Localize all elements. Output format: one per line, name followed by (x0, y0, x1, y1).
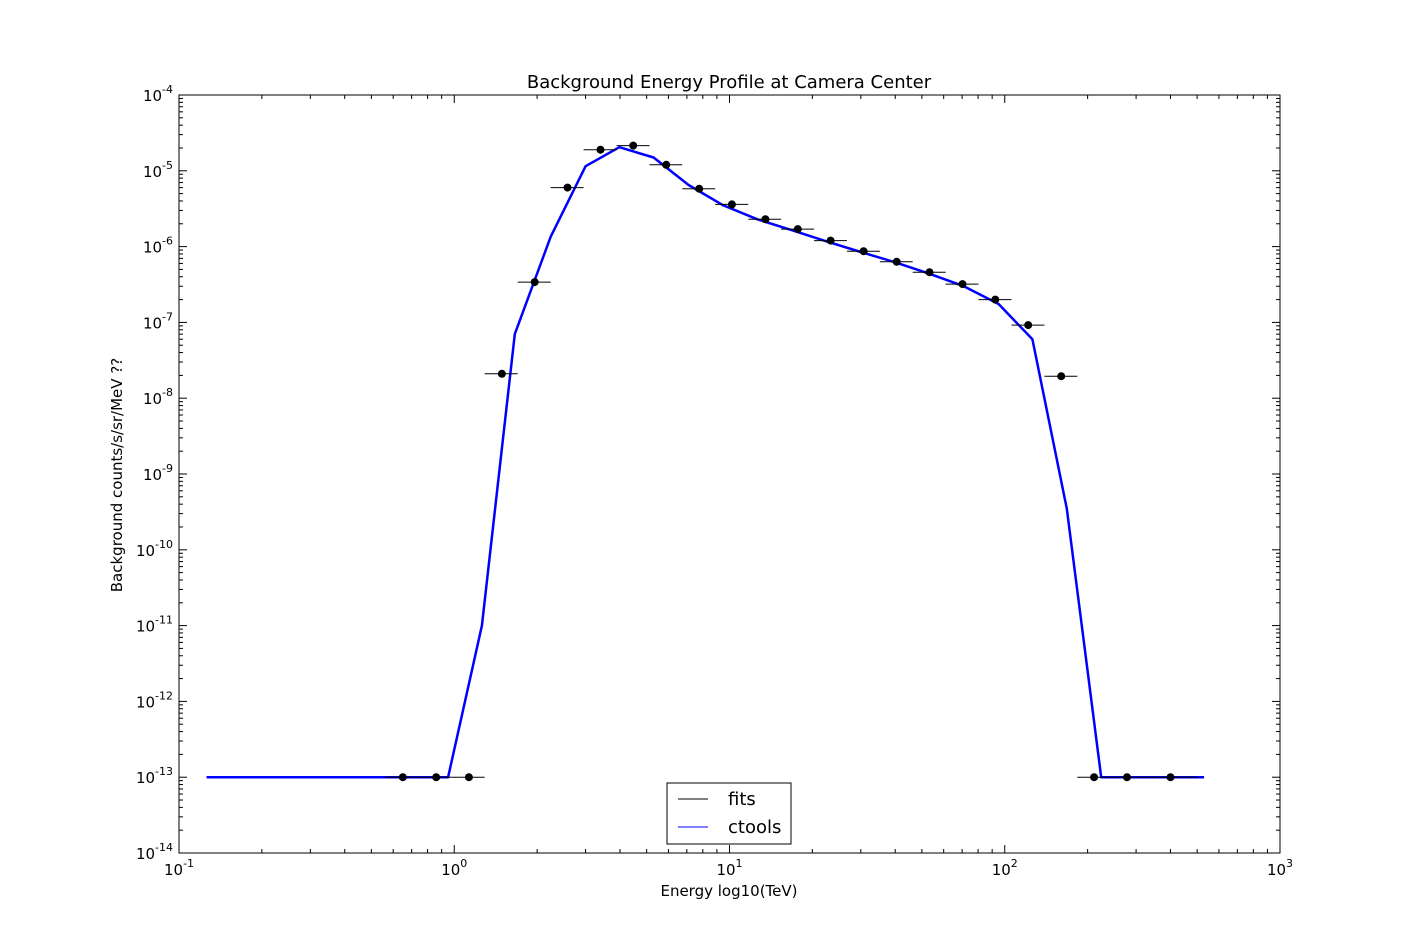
x-tick-labels: 10-1 100 101 102 103 (164, 857, 1293, 879)
y-tick-label: 10-7 (143, 310, 173, 332)
legend-ctools-label: ctools (728, 817, 781, 838)
x-tick-label: 10-1 (164, 857, 194, 879)
y-tick-labels: 10-14 10-13 10-12 10-11 10-10 10-9 10-8 10-7 10-… (136, 83, 173, 863)
y-tick-label: 10-8 (143, 386, 173, 408)
fits-point-21 (1090, 773, 1099, 782)
fits-point-18 (991, 295, 1000, 304)
fits-point-12 (793, 225, 802, 234)
fits-point-6 (596, 145, 605, 154)
fits-point-14 (859, 247, 868, 256)
fits-point-13 (826, 236, 835, 245)
y-tick-label: 10-4 (143, 83, 173, 105)
y-tick-label: 10-14 (136, 841, 173, 863)
fits-point-0 (398, 773, 407, 782)
chart-title: Background Energy Profile at Camera Cent… (527, 72, 932, 93)
y-tick-label: 10-12 (136, 689, 173, 711)
y-tick-label: 10-6 (143, 235, 173, 257)
x-tick-label: 102 (992, 857, 1018, 879)
fits-point-15 (892, 257, 901, 266)
x-tick-label: 100 (441, 857, 467, 879)
fits-point-11 (761, 215, 770, 224)
fits-point-4 (530, 278, 539, 287)
ctools-series (206, 145, 1205, 779)
plot-area: 10-1 100 101 102 103 10-1410-1310-1210-1110-… (136, 83, 1293, 879)
legend: fits ctools (666, 782, 792, 845)
fits-point-22 (1123, 773, 1131, 782)
fits-point-1 (432, 773, 441, 782)
ctools-line (206, 145, 1205, 779)
fits-point-2 (464, 773, 473, 782)
fits-point-17 (958, 280, 967, 289)
fits-point-23 (1166, 773, 1175, 782)
x-axis-label: Energy log10(TeV) (660, 882, 797, 900)
y-tick-label: 10-10 (136, 538, 173, 560)
legend-box (666, 782, 792, 845)
y-tick-label: 10-5 (143, 159, 173, 181)
x-tick-label: 101 (716, 857, 742, 879)
fits-point-9 (695, 184, 704, 193)
y-tick-label: 10-13 (136, 765, 173, 787)
fits-point-3 (497, 369, 506, 378)
y-tick-label: 10-11 (136, 614, 173, 636)
fits-point-10 (727, 200, 736, 209)
fits-point-7 (629, 141, 638, 150)
fits-point-19 (1024, 321, 1033, 330)
fits-point-8 (662, 160, 671, 169)
legend-fits-label: fits (728, 789, 756, 810)
fits-point-20 (1057, 372, 1066, 381)
y-axis-label: Background counts/s/sr/MeV ?? (108, 358, 126, 592)
plot-frame (178, 94, 1281, 854)
fits-point-16 (925, 268, 934, 277)
fits-point-5 (563, 183, 572, 192)
fits-series (384, 141, 1198, 782)
axis-ticks (178, 95, 1280, 854)
x-tick-label: 103 (1267, 857, 1293, 879)
y-tick-label: 10-9 (143, 462, 173, 484)
